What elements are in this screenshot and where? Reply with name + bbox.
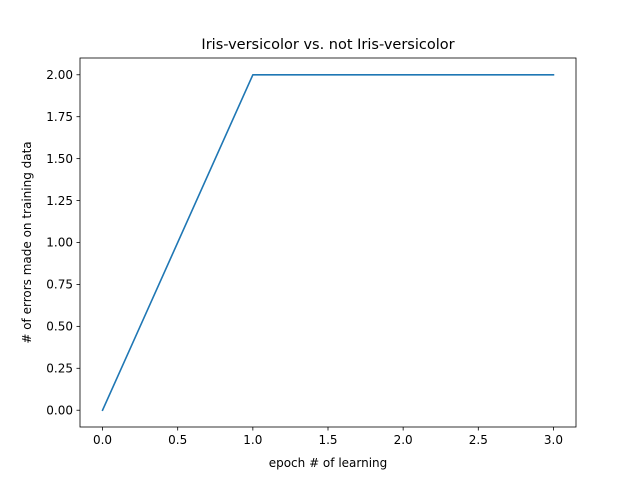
x-tick-label: 0.5: [168, 433, 187, 447]
x-tick-label: 2.0: [394, 433, 413, 447]
y-axis-label: # of errors made on training data: [20, 141, 34, 343]
x-axis: 0.0 0.5 1.0 1.5 2.0 2.5 3.0: [93, 427, 563, 447]
y-tick-label: 1.75: [46, 110, 73, 124]
y-tick-label: 0.75: [46, 278, 73, 292]
y-tick-label: 1.50: [46, 152, 73, 166]
plot-area: [79, 57, 577, 428]
series-layer: [101, 73, 555, 412]
x-tick-label: 3.0: [544, 433, 563, 447]
x-tick-label: 1.0: [243, 433, 262, 447]
y-tick-label: 1.25: [46, 194, 73, 208]
plot-background: [80, 58, 576, 427]
chart-title: Iris-versicolor vs. not Iris-versicolor: [201, 37, 454, 53]
y-axis: 0.00 0.25 0.50 0.75 1.00 1.25 1.50 1.75 2.00: [46, 68, 80, 417]
x-tick-label: 0.0: [93, 433, 112, 447]
y-tick-label: 0.25: [46, 361, 73, 375]
y-tick-label: 0.50: [46, 320, 73, 334]
series-line: [101, 73, 555, 412]
x-tick-label: 1.5: [318, 433, 337, 447]
y-tick-label: 0.00: [46, 403, 73, 417]
x-axis-label: epoch # of learning: [269, 456, 388, 470]
x-tick-label: 2.5: [469, 433, 488, 447]
y-tick-label: 1.00: [46, 236, 73, 250]
y-tick-label: 2.00: [46, 68, 73, 82]
